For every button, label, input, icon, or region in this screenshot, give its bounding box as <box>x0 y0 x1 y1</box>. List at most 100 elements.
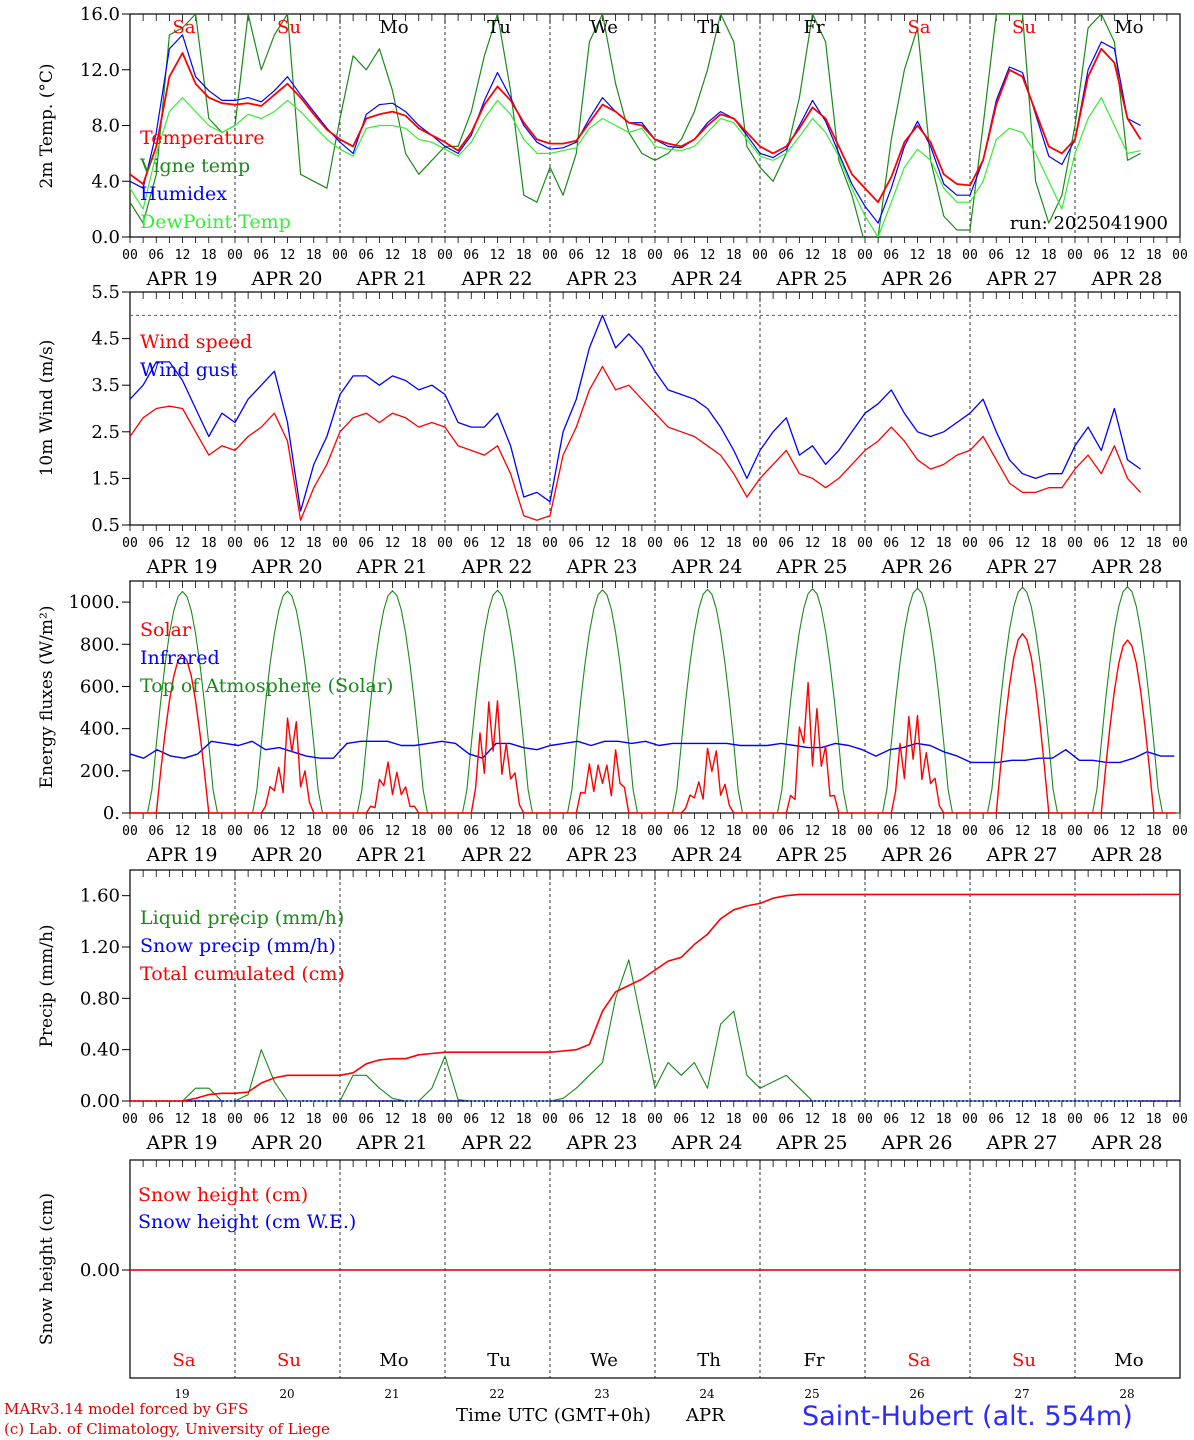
panel-2: 10m Wind (m/s) 0.5 1.5 2.5 3.5 4.5 5.5 00 06 12 18… <box>37 282 1188 578</box>
legend-entry: Snow height (cm) <box>138 1184 308 1206</box>
y-tick-label: 8.0 <box>91 116 120 137</box>
hour-tick-label: 00 <box>1172 536 1188 551</box>
legend-entry: Wind gust <box>140 359 238 381</box>
legend-entry: Liquid precip (mm/h) <box>140 907 344 929</box>
hour-tick-label: 18 <box>621 1112 637 1127</box>
hour-tick-label: 12 <box>595 824 611 839</box>
hour-tick-label: 12 <box>1015 1112 1031 1127</box>
hour-tick-label: 00 <box>1172 1112 1188 1127</box>
hour-tick-label: 18 <box>1146 536 1162 551</box>
date-label: APR 24 <box>670 268 742 290</box>
hour-tick-label: 18 <box>201 536 217 551</box>
hour-tick-label: 06 <box>883 824 899 839</box>
hour-tick-label: 06 <box>463 536 479 551</box>
series-total-cumulated <box>130 893 1141 1102</box>
series-wind-gust <box>129 314 1141 512</box>
panel-3: Energy fluxes (W/m²) 0. 200. 400. 600. 800. 10… <box>37 580 1188 866</box>
hour-tick-label: 18 <box>306 248 322 263</box>
date-label: APR 20 <box>250 1132 322 1154</box>
hour-tick-label: 06 <box>253 1112 269 1127</box>
date-label: APR 27 <box>985 1132 1057 1154</box>
date-label: APR 22 <box>460 844 532 866</box>
day-number: 22 <box>489 1387 504 1401</box>
hour-tick-label: 00 <box>227 824 243 839</box>
hour-tick-label: 00 <box>857 536 873 551</box>
hour-tick-label: 06 <box>1093 248 1109 263</box>
hour-tick-label: 18 <box>306 1112 322 1127</box>
date-label: APR 19 <box>145 268 217 290</box>
date-label: APR 28 <box>1090 844 1162 866</box>
day-abbr: Su <box>1012 17 1036 38</box>
lab-credit: (c) Lab. of Climatology, University of L… <box>4 1420 330 1438</box>
y-tick-label: 600. <box>80 676 120 697</box>
date-label: APR 24 <box>670 844 742 866</box>
hour-tick-label: 12 <box>1015 248 1031 263</box>
date-label: APR 25 <box>775 844 847 866</box>
hour-tick-label: 12 <box>385 824 401 839</box>
hour-tick-label: 06 <box>463 248 479 263</box>
date-label: APR 27 <box>985 556 1057 578</box>
hour-tick-label: 18 <box>1041 536 1057 551</box>
date-label: APR 23 <box>565 844 637 866</box>
legend-entry: Wind speed <box>140 331 252 353</box>
hour-tick-label: 18 <box>1146 824 1162 839</box>
y-tick-label: 0.40 <box>80 1040 120 1061</box>
date-label: APR 26 <box>880 268 952 290</box>
date-label: APR 19 <box>145 1132 217 1154</box>
hour-tick-label: 06 <box>568 1112 584 1127</box>
hour-tick-label: 06 <box>673 536 689 551</box>
hour-tick-label: 00 <box>122 536 138 551</box>
hour-tick-label: 06 <box>883 536 899 551</box>
hour-tick-label: 12 <box>175 536 191 551</box>
date-label: APR 19 <box>145 844 217 866</box>
hour-tick-label: 12 <box>595 1112 611 1127</box>
hour-tick-label: 18 <box>831 536 847 551</box>
y-tick-label: 12.0 <box>80 60 120 81</box>
hour-tick-label: 06 <box>673 248 689 263</box>
day-abbr: Th <box>697 17 721 38</box>
day-abbr: Sa <box>172 1350 195 1371</box>
date-label: APR 26 <box>880 1132 952 1154</box>
run-annotation: run: 2025041900 <box>1010 213 1168 234</box>
hour-tick-label: 06 <box>988 536 1004 551</box>
hour-tick-label: 12 <box>595 536 611 551</box>
hour-tick-label: 18 <box>411 824 427 839</box>
hour-tick-label: 00 <box>647 824 663 839</box>
hour-tick-label: 12 <box>280 536 296 551</box>
day-abbr: Fr <box>803 1350 824 1371</box>
hour-tick-label: 06 <box>568 248 584 263</box>
hour-tick-label: 12 <box>910 536 926 551</box>
plot-frame <box>129 13 1181 238</box>
hour-tick-label: 18 <box>201 824 217 839</box>
day-abbr: Fr <box>803 17 824 38</box>
day-number: 28 <box>1119 1387 1134 1401</box>
series-dewpoint-temp <box>130 96 1141 237</box>
hour-tick-label: 06 <box>568 536 584 551</box>
hour-tick-label: 18 <box>621 248 637 263</box>
hour-tick-label: 00 <box>542 824 558 839</box>
y-tick-label: 16.0 <box>80 4 120 25</box>
date-label: APR 24 <box>670 556 742 578</box>
hour-tick-label: 12 <box>280 248 296 263</box>
hour-tick-label: 06 <box>358 248 374 263</box>
hour-tick-label: 06 <box>988 1112 1004 1127</box>
series-group <box>130 14 1142 237</box>
hour-tick-label: 12 <box>175 824 191 839</box>
hour-tick-label: 18 <box>936 824 952 839</box>
x-axis-label: Time UTC (GMT+0h) <box>456 1405 651 1426</box>
y-tick-label: 3.5 <box>91 375 120 396</box>
date-label: APR 21 <box>355 1132 427 1154</box>
hour-tick-label: 06 <box>358 824 374 839</box>
day-number: 26 <box>909 1387 924 1401</box>
y-tick-label: 1000. <box>68 592 120 613</box>
hour-tick-label: 18 <box>1041 1112 1057 1127</box>
date-label: APR 26 <box>880 556 952 578</box>
hour-tick-label: 12 <box>175 1112 191 1127</box>
hour-tick-label: 00 <box>227 536 243 551</box>
hour-tick-label: 06 <box>988 248 1004 263</box>
hour-tick-label: 06 <box>463 824 479 839</box>
date-label: APR 22 <box>460 268 532 290</box>
hour-tick-label: 18 <box>306 536 322 551</box>
hour-tick-label: 00 <box>962 536 978 551</box>
